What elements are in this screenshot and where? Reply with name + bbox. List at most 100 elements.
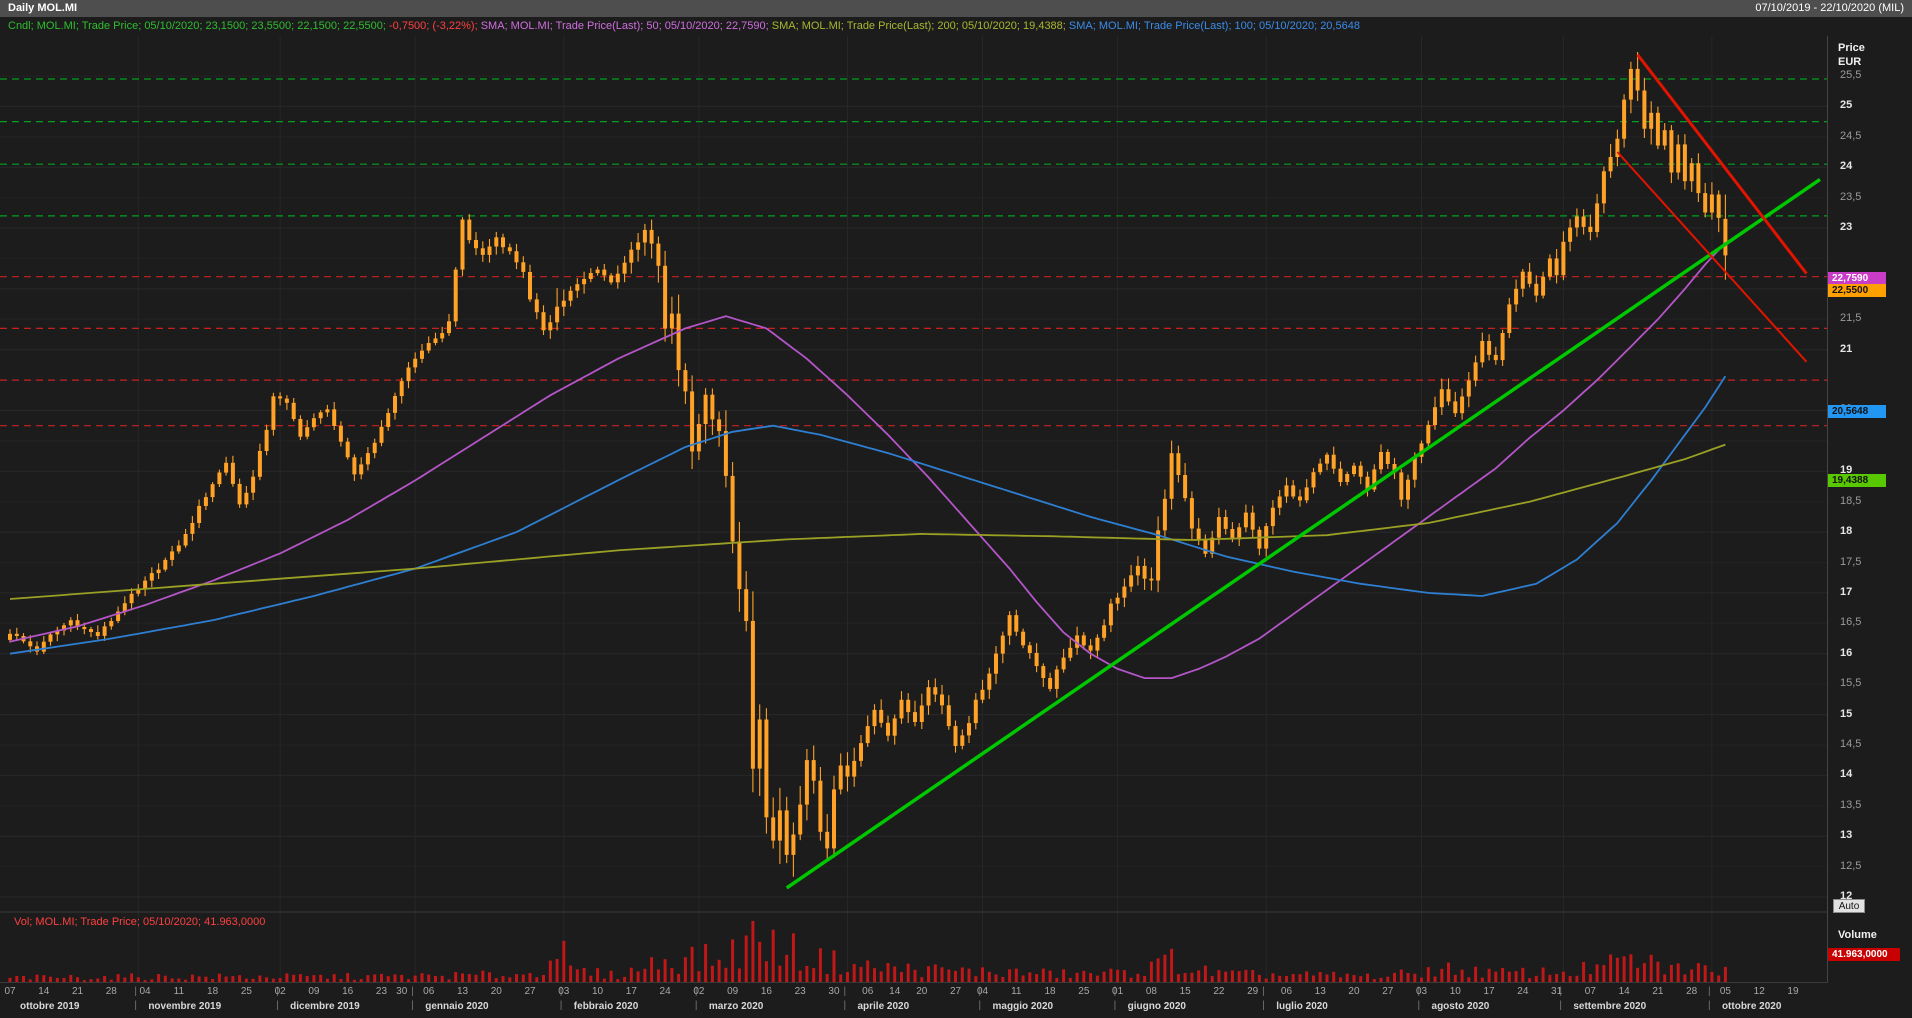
volume-bar xyxy=(954,970,957,982)
month-separator: | xyxy=(1417,1000,1421,1011)
candle-body xyxy=(1433,407,1437,425)
day-tick-label: 30 xyxy=(828,986,840,997)
day-tick-label: 02 xyxy=(693,986,705,997)
candle-body xyxy=(1487,341,1492,355)
volume-bar xyxy=(717,959,721,982)
volume-bar xyxy=(1163,954,1167,982)
candle-body xyxy=(1500,333,1505,361)
volume-bar xyxy=(521,974,525,982)
price-tick-label: 13 xyxy=(1840,829,1853,842)
volume-bar xyxy=(1676,963,1680,982)
candle-body xyxy=(1088,645,1093,651)
auto-scale-button[interactable]: Auto xyxy=(1833,899,1865,913)
candle-body xyxy=(1122,586,1127,598)
candle-body xyxy=(1358,465,1363,477)
candle-body xyxy=(1466,380,1471,397)
candle-body xyxy=(906,699,911,713)
candle-body xyxy=(190,523,195,534)
volume-bar xyxy=(1487,968,1491,982)
month-label: maggio 2020 xyxy=(992,1001,1054,1012)
volume-bar xyxy=(805,966,809,982)
candle-body xyxy=(582,279,587,285)
candle-body xyxy=(386,413,391,427)
legend-candle: Cndl; MOL.MI; Trade Price; 05/10/2020; 2… xyxy=(8,20,389,32)
volume-bar xyxy=(312,975,316,982)
candle-body xyxy=(82,627,87,630)
volume-bar xyxy=(629,967,633,982)
chart-plot-area[interactable] xyxy=(0,36,1830,986)
candle-body xyxy=(784,810,789,855)
candle-body xyxy=(399,381,404,397)
candle-body xyxy=(311,418,316,428)
candle-body xyxy=(1183,475,1188,499)
volume-bar xyxy=(352,979,356,982)
candle-body xyxy=(433,338,438,343)
candle-body xyxy=(1385,452,1390,464)
candle-body xyxy=(1534,283,1539,296)
volume-bar xyxy=(1555,973,1559,982)
candle-body xyxy=(798,804,803,835)
candle-body xyxy=(1514,288,1519,305)
volume-bar xyxy=(994,974,998,982)
volume-bar xyxy=(481,970,485,982)
volume-bar xyxy=(427,974,431,982)
volume-bar xyxy=(1075,972,1079,982)
day-tick-label: 17 xyxy=(1483,986,1495,997)
candle-body xyxy=(1061,657,1066,670)
candle-body xyxy=(1331,454,1336,469)
volume-bars-layer xyxy=(8,920,1727,982)
candle-body xyxy=(1399,472,1404,500)
candle-body xyxy=(467,219,472,241)
volume-bar xyxy=(1480,977,1484,982)
month-separator: | xyxy=(1113,1000,1117,1011)
volume-bar xyxy=(1271,973,1275,982)
candle-body xyxy=(116,611,121,621)
candle-body xyxy=(1156,530,1161,581)
candle-body xyxy=(717,419,722,432)
volume-bar xyxy=(1001,976,1005,982)
candle-body xyxy=(777,810,782,841)
volume-bar xyxy=(1541,967,1545,982)
volume-bar xyxy=(265,977,269,982)
day-tick-label: 14 xyxy=(38,986,50,997)
volume-bar xyxy=(528,973,532,982)
month-label: novembre 2019 xyxy=(148,1001,222,1012)
candle-body xyxy=(872,709,877,727)
volume-bar xyxy=(589,975,593,982)
candle-body xyxy=(865,726,870,744)
day-tick-label: 28 xyxy=(1686,986,1698,997)
candle-body xyxy=(1493,354,1498,361)
volume-bar xyxy=(1048,970,1052,982)
candle-body xyxy=(1189,498,1194,529)
candle-body xyxy=(852,760,857,777)
candle-body xyxy=(379,426,384,443)
candle-body xyxy=(1662,130,1667,146)
candle-body xyxy=(832,789,836,849)
volume-bar xyxy=(467,974,471,982)
volume-bar xyxy=(1474,966,1478,982)
volume-bar xyxy=(920,977,924,982)
volume-bar xyxy=(818,948,822,982)
volume-bar xyxy=(1494,971,1498,982)
volume-bar xyxy=(582,968,586,982)
volume-bar xyxy=(1068,977,1072,982)
candle-body xyxy=(1216,517,1221,538)
month-label: giugno 2020 xyxy=(1127,1001,1186,1012)
candle-body xyxy=(1021,631,1026,646)
candle-body xyxy=(1075,635,1080,648)
volume-bar xyxy=(1122,970,1126,982)
candle-body xyxy=(737,541,742,590)
candle-body xyxy=(757,719,762,769)
price-tick-label: 15 xyxy=(1840,707,1853,720)
price-tick-label: 21,5 xyxy=(1840,312,1862,325)
volume-bar xyxy=(150,979,154,982)
day-tick-label: 27 xyxy=(1382,986,1394,997)
volume-bar xyxy=(602,978,606,982)
volume-bar xyxy=(548,960,552,982)
volume-bar xyxy=(1237,971,1241,982)
candle-body xyxy=(588,273,593,279)
volume-bar xyxy=(447,979,451,982)
volume-bar xyxy=(1251,970,1255,982)
day-tick-label: 28 xyxy=(105,986,117,997)
x-axis-days: 07 14 21 28 | 04 11 18 25 | 02 09 16 23 30 | 06 13 20 27 | 03… xyxy=(0,986,1828,999)
